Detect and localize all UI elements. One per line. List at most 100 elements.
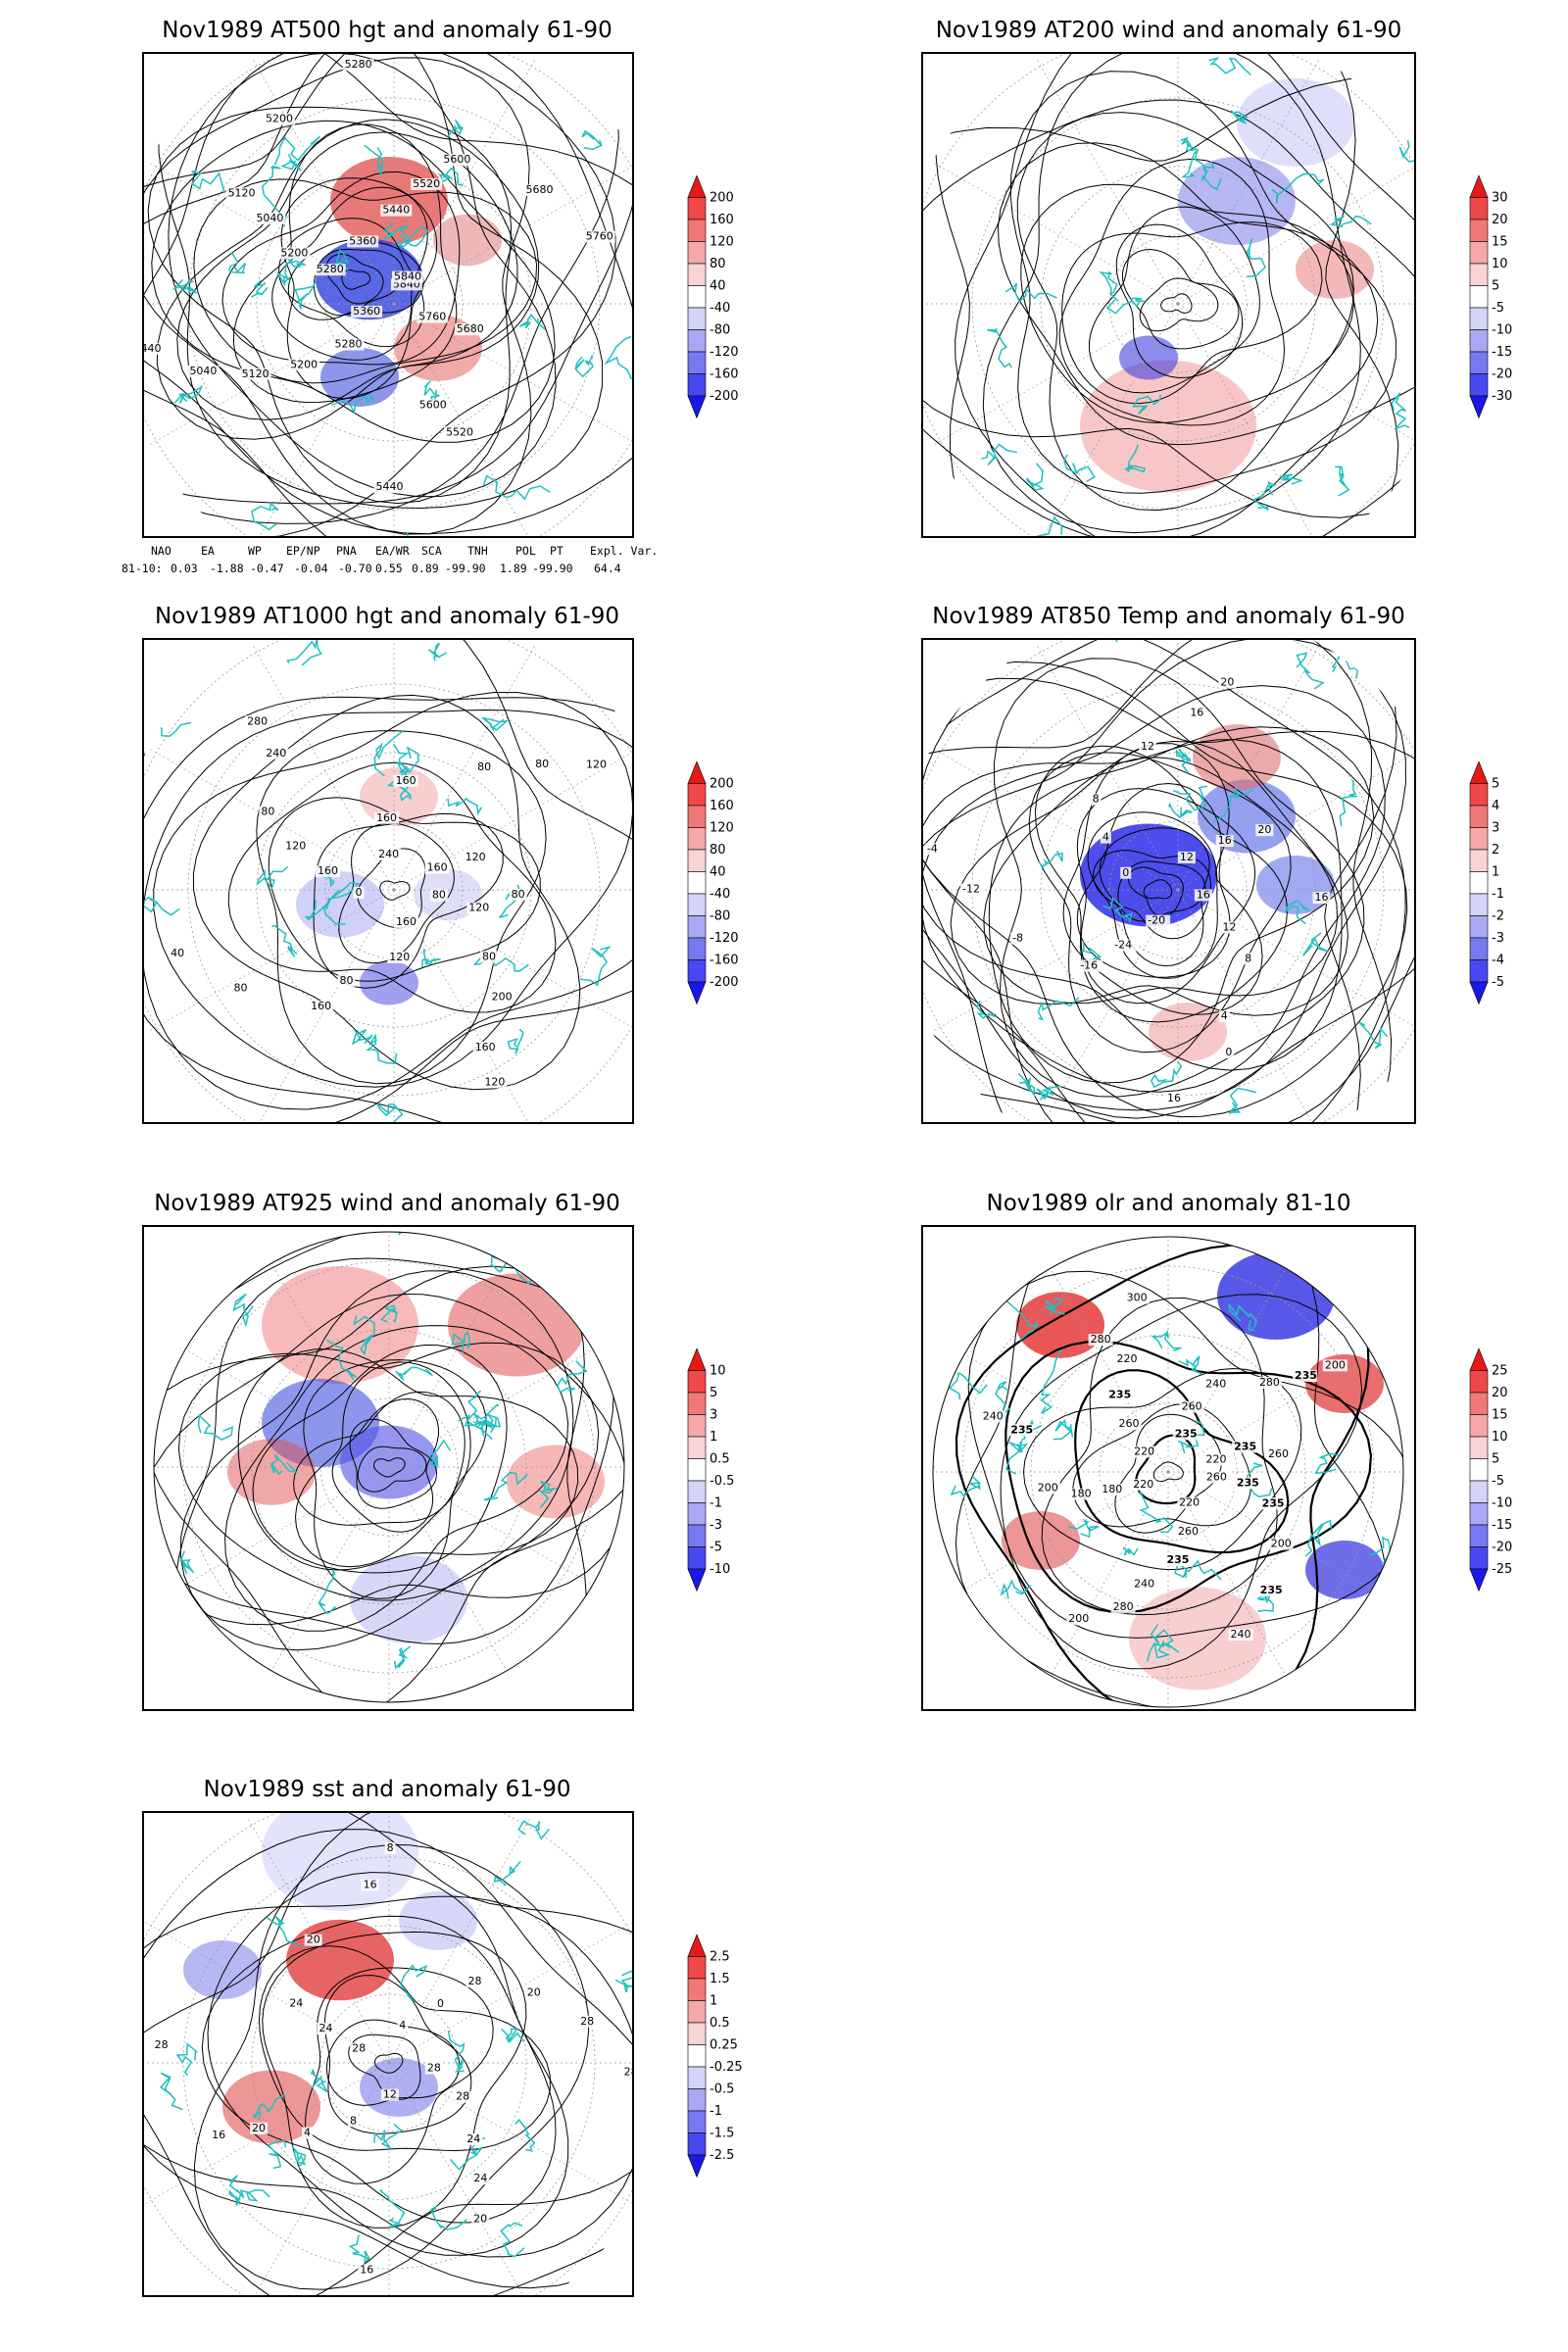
contour-line: [192, 694, 581, 1091]
contour-label-bg: [475, 761, 494, 774]
coastline: [175, 2042, 198, 2077]
coastline: [393, 1645, 412, 1670]
colorbar-segment: [687, 2066, 707, 2089]
contour-label-bg: [1220, 921, 1239, 934]
contour-label: 16: [360, 2263, 373, 2276]
coastline: [1398, 139, 1414, 163]
index-header: SCA: [421, 544, 442, 558]
contour-label: -20: [1148, 914, 1165, 927]
contour-label-bg: [287, 1997, 306, 2010]
colorbar-tick-label: 1: [710, 1994, 717, 2009]
index-header: PT: [550, 544, 564, 558]
contour-label: 180: [1071, 1488, 1092, 1500]
contour-line: [923, 99, 1414, 518]
coastline: [1172, 785, 1208, 811]
contour-label-bg: [317, 2022, 335, 2034]
contour-label-bg: [1292, 1370, 1317, 1383]
index-value: -0.70: [338, 562, 372, 575]
anomaly-shading: [1198, 779, 1296, 854]
index-header: Expl. Var.: [590, 544, 659, 558]
coastline: [280, 154, 302, 172]
contour-label: 0: [356, 886, 363, 899]
contour-label-bg: [254, 213, 286, 225]
contour-label-bg: [1164, 1092, 1183, 1104]
contour-label: 260: [1206, 1471, 1227, 1484]
contour-label-bg: [1066, 1613, 1092, 1626]
coastline: [1063, 454, 1096, 483]
map-frame: 16 12 8 4 0 16 -20 -24 -16 -8 -12 -4 0 4 8 12 16 20 12 16 20…: [921, 638, 1416, 1124]
contour-label-bg: [466, 902, 492, 914]
coastline: [1132, 394, 1161, 416]
contour-label-bg: [1110, 1601, 1136, 1614]
contour-label-bg: [358, 2264, 376, 2277]
colorbar-segment: [1469, 329, 1489, 353]
coastline: [1278, 473, 1303, 485]
coastline: [324, 881, 361, 909]
contour-label: 80: [261, 806, 274, 818]
contour-label-bg: [1203, 1378, 1229, 1391]
coastline: [500, 2222, 525, 2258]
colorbar-segment: [1469, 805, 1489, 828]
contour-line: [993, 658, 1365, 1098]
colorbar-arrow-top: [1469, 174, 1489, 198]
colorbar-segment: [1469, 373, 1489, 397]
contour-label-bg: [463, 851, 488, 863]
meridian-line: [388, 2062, 632, 2211]
coastline: [1246, 237, 1266, 278]
contour-label-bg: [283, 840, 309, 853]
coastline: [447, 119, 464, 138]
colorbar-tick-label: -5: [1492, 975, 1504, 990]
contour-label: 5840: [394, 270, 421, 283]
coastline: [270, 1453, 299, 1476]
contour-label: 280: [1113, 1600, 1134, 1613]
colorbar-arrow-bottom: [687, 981, 707, 1005]
contour-line: [1009, 71, 1396, 494]
contour-label: 5280: [317, 263, 344, 275]
contour-label-bg: [144, 342, 164, 355]
contour-label-bg: [1131, 1479, 1156, 1492]
colorbar-segment: [687, 1414, 707, 1438]
coastline: [1335, 466, 1350, 497]
contour-label: 5120: [228, 186, 256, 199]
colorbar-arrow-bottom: [1469, 395, 1489, 419]
panel-title: Nov1989 AT500 hgt and anomaly 61-90: [162, 18, 612, 43]
contour-line: [982, 54, 1361, 534]
contour-label: 12: [383, 2088, 397, 2101]
colorbar-segment: [1469, 893, 1489, 916]
anomaly-shading: [1237, 78, 1354, 167]
contour-line: [173, 1257, 624, 1702]
contour-label-bg: [444, 426, 476, 439]
colorbar-segment: [687, 805, 707, 828]
coastline: [228, 2175, 242, 2207]
colorbar-segment: [687, 1480, 707, 1503]
coastline: [291, 2145, 307, 2169]
coastline: [1181, 148, 1208, 178]
contour-label-bg: [391, 270, 423, 283]
contour-label: 20: [252, 2122, 266, 2134]
colorbar-tick-label: 40: [710, 865, 726, 880]
colorbar-arrow-top: [687, 1934, 707, 1957]
coastline: [580, 946, 612, 987]
colorbar-tick-label: -2.5: [710, 2148, 734, 2163]
colorbar-tick-label: 20: [1492, 213, 1508, 227]
anomaly-shading: [1149, 1003, 1227, 1061]
contour-label-bg: [351, 305, 383, 318]
contour-label-bg: [347, 2115, 359, 2128]
coastline: [1017, 1073, 1036, 1098]
coastline: [507, 1028, 524, 1054]
colorbar-segment: [687, 2000, 707, 2024]
coastline: [614, 1970, 632, 1992]
index-value: 0.55: [375, 562, 403, 575]
colorbar-tick-label: -200: [710, 389, 739, 404]
contour-label: -24: [1114, 939, 1132, 952]
coastline: [286, 640, 322, 666]
colorbar-segment: [1469, 307, 1489, 330]
contour-label: 16: [1218, 834, 1232, 847]
contour-line: [227, 761, 557, 1013]
contour-line: [1152, 1461, 1184, 1483]
contour-label-bg: [1176, 1525, 1201, 1538]
contour-label: 0: [437, 1997, 444, 2010]
contour-line: [331, 1397, 440, 1533]
contour-label: 5120: [242, 368, 270, 380]
coastline: [376, 1102, 405, 1122]
